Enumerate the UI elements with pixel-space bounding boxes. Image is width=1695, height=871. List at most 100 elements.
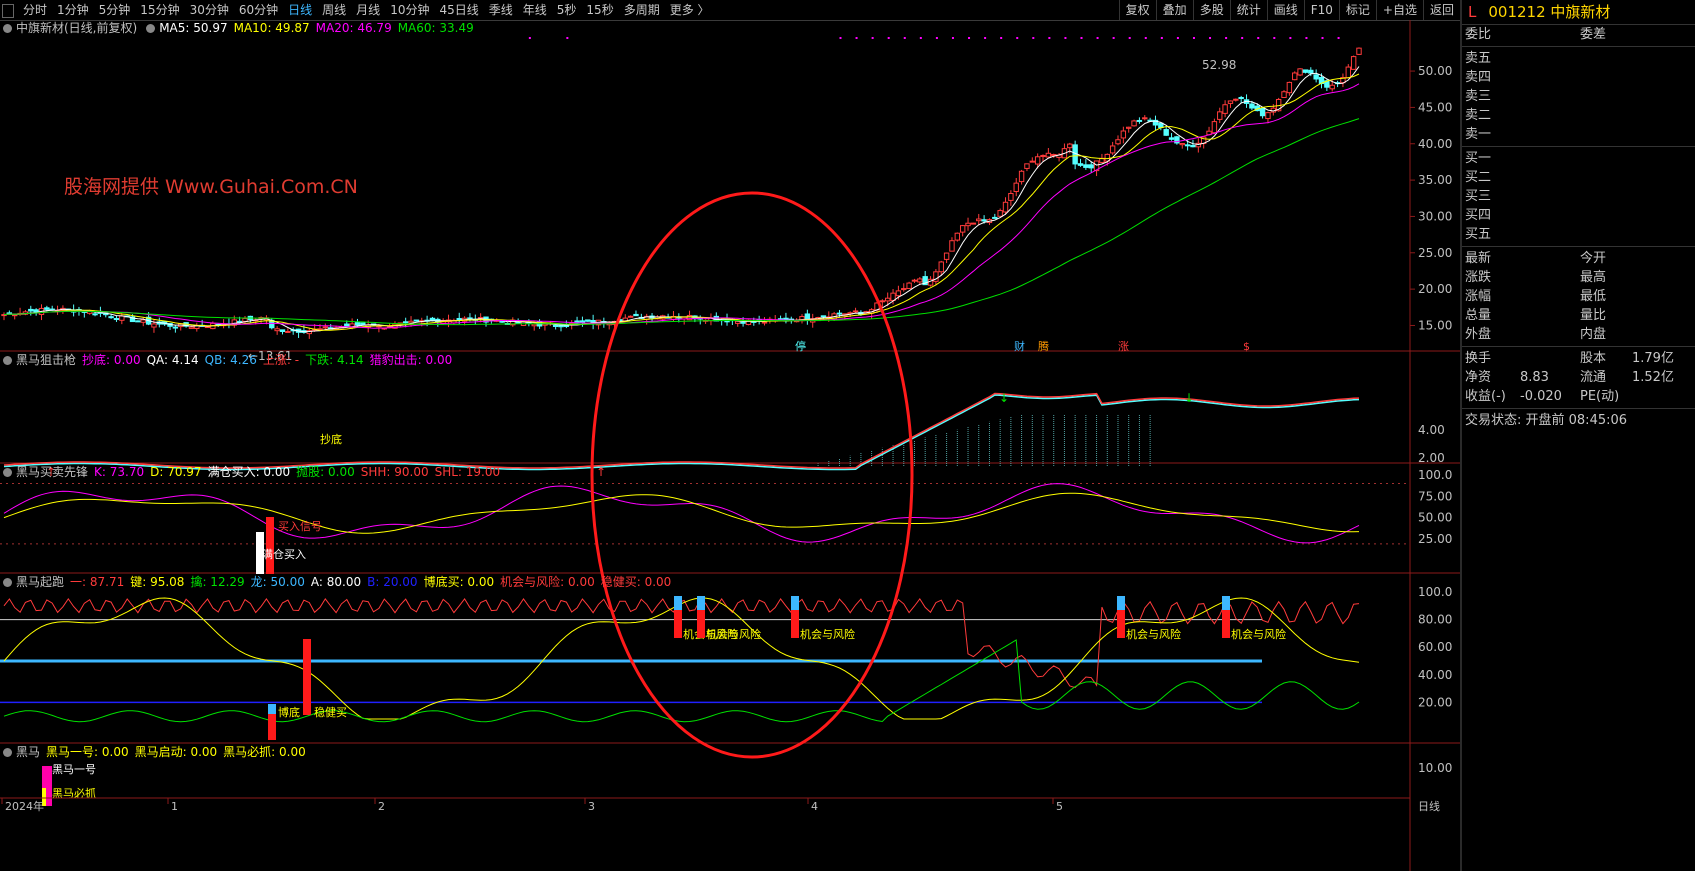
signal-dot [1241,37,1244,39]
panel2-toggle-icon[interactable] [3,356,12,365]
tool-button-0[interactable]: 复权 [1118,0,1156,20]
buy-level[interactable]: 买四 [1462,206,1695,225]
candle-body [906,282,912,289]
period-tab-0[interactable]: 分时 [23,3,48,17]
buy-level-label: 买三 [1465,189,1492,204]
tool-button-7[interactable]: +自选 [1375,0,1423,20]
sell-level[interactable]: 卖一 [1462,125,1695,144]
price-axis-label: 15.00 [1418,318,1452,332]
dark-horse-bar [42,788,46,806]
period-toolbar: 分时 1分钟 5分钟 15分钟 30分钟 60分钟 日线 周线 月线 10分钟 45日线 季线 年线 5秒… [0,0,1460,21]
sell-level[interactable]: 卖五 [1462,49,1695,68]
chart-area[interactable]: 50.00 45.00 40.00 35.00 30.00 25.00 20.00 15.00… [0,20,1460,871]
tool-button-2[interactable]: 多股 [1192,0,1230,20]
buy-orders: 买一 买二买三买四 买五 [1462,149,1695,244]
period-tab-16[interactable]: 更多 〉 [669,3,710,17]
panel3-name: 黑马买卖先锋 [16,465,89,479]
panel5-toggle-icon[interactable] [3,748,12,757]
period-tab-4[interactable]: 30分钟 [189,3,229,17]
candle-body [1008,193,1014,201]
buy-level[interactable]: 买一 [1462,149,1695,168]
indicator-value: D: 70.97 [150,465,202,479]
panel4-toggle-icon[interactable] [3,578,12,587]
candle-body [306,330,312,335]
sell-level[interactable]: 卖二 [1462,106,1695,125]
settings-dot-icon[interactable] [3,24,12,33]
period-tab-13[interactable]: 5秒 [556,3,577,17]
tool-button-3[interactable]: 统计 [1229,0,1267,20]
fund-label: 股本 [1580,351,1607,366]
candle-body [1233,98,1239,101]
period-tab-1[interactable]: 1分钟 [57,3,89,17]
panel5-values: 黑马一号: 0.00 黑马启动: 0.00 黑马必抓: 0.00 [46,745,312,759]
period-tab-3[interactable]: 15分钟 [140,3,180,17]
sell-level[interactable]: 卖三 [1462,87,1695,106]
signal-dot [984,37,987,39]
axis-label: 4.00 [1418,423,1445,437]
panel3-toggle-icon[interactable] [3,468,12,477]
period-tab-8[interactable]: 月线 [356,3,381,17]
panel2-values: 抄底: 0.00 QA: 4.14 QB: 4.26 上涨: - 下跌: 4.14 猎豹出… [82,353,458,367]
tool-button-8[interactable]: 返回 [1422,0,1460,20]
period-tab-9[interactable]: 10分钟 [390,3,430,17]
tool-button-1[interactable]: 叠加 [1155,0,1193,20]
panel4-name: 黑马起跑 [16,575,65,589]
candle-body [1350,56,1357,70]
line-qin [3,639,1360,723]
indicator-toggle-icon[interactable] [146,24,156,33]
candle-body [1345,66,1351,79]
panel2-name: 黑马狙击枪 [16,353,77,367]
price-axis-label: 45.00 [1418,100,1452,114]
fund-label: 流通 [1580,370,1607,385]
indicator-value: 抛股: 0.00 [296,465,355,479]
fund-row: 收益(-) -0.020 PE(动) [1462,387,1695,406]
axis-label: 100.0 [1418,468,1452,482]
candle-body [933,271,939,282]
menu-icon[interactable] [2,4,14,18]
period-tab-7[interactable]: 周线 [322,3,347,17]
candle-body [820,315,827,318]
panel4-annotation: 机会与风险 [1231,627,1286,641]
tool-button-5[interactable]: F10 [1303,0,1339,20]
buy-level[interactable]: 买二 [1462,168,1695,187]
panel4-annotation: 机会与风险 [706,627,761,641]
indicator-value: A: 80.00 [310,575,362,589]
event-marker: $ [1243,340,1250,353]
qa-line [3,392,1360,469]
indicator-value: 一: 87.71 [70,575,125,589]
tool-button-4[interactable]: 画线 [1266,0,1304,20]
period-tab-2[interactable]: 5分钟 [98,3,131,17]
candle-body [531,323,537,327]
candle-body [1227,100,1234,104]
signal-dot [1289,37,1292,39]
candle-body [354,322,361,326]
candle-body [1088,164,1094,169]
stock-header[interactable]: L 001212 中旗新材 [1462,0,1695,25]
period-tab-11[interactable]: 季线 [488,3,513,17]
period-tab-12[interactable]: 年线 [522,3,547,17]
candle-body [236,320,243,323]
period-tab-14[interactable]: 15秒 [586,3,614,17]
period-tab-15[interactable]: 多周期 [623,3,660,17]
indicator-value: 机会与风险: 0.00 [500,575,595,589]
period-tab-6[interactable]: 日线 [288,3,313,17]
candle-body [188,326,195,329]
price-axis-label: 40.00 [1418,137,1452,151]
panel4-values: 一: 87.71 键: 95.08 擒: 12.29 龙: 50.00 A: 80.00… [70,575,677,589]
tool-button-6[interactable]: 标记 [1338,0,1376,20]
axis-label: 10.00 [1418,761,1452,775]
buy-level[interactable]: 买五 [1462,225,1695,244]
kline-chart[interactable]: 50.00 45.00 40.00 35.00 30.00 25.00 20.00 15.00… [0,20,1460,871]
chart-tools: 复权 叠加 多股 统计 画线 F10 标记 +自选 返回 [1118,0,1460,20]
period-tab-10[interactable]: 45日线 [439,3,479,17]
indicator-value: 黑马必抓: 0.00 [223,745,306,759]
candle-body [1077,163,1084,166]
signal-dot [903,37,906,39]
indicator-value: 满仓买入: 0.00 [207,465,291,479]
buy-level[interactable]: 买三 [1462,187,1695,206]
sell-level[interactable]: 卖四 [1462,68,1695,87]
ma60-line [3,118,1360,326]
time-axis-label: 2024年 [5,799,44,813]
period-tab-5[interactable]: 60分钟 [238,3,279,17]
stat-row: 外盘 内盘 [1462,325,1695,344]
